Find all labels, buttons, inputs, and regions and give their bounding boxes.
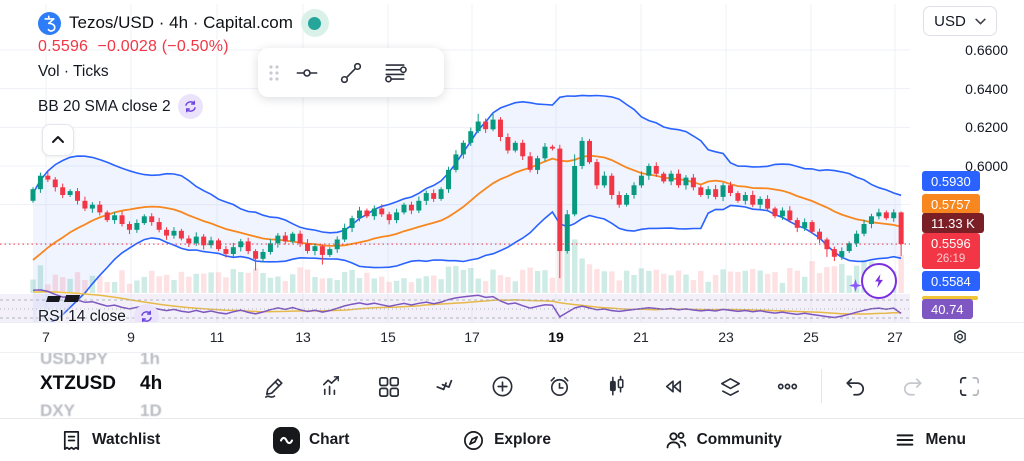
price-pill: 11.33 K [922,213,984,233]
nav-label: Chart [308,431,350,448]
chart-icon [272,426,300,454]
price-pill: 0.5596 26:19 [922,233,980,269]
nav-label: Menu [925,431,966,448]
rsi-reload-icon[interactable] [133,304,159,322]
bottom-sheet: USDJPY 1h XTZUSD 4h DXY 1D [0,352,1024,419]
bb-indicator-label[interactable]: BB 20 SMA close 2 [38,97,171,115]
redo-button[interactable] [884,363,941,409]
rsi-indicator-label[interactable]: RSI 14 close [38,307,126,323]
time-axis-label: 17 [464,329,480,345]
picker-row-xtzusd[interactable]: XTZUSD 4h [40,373,163,394]
bottom-navigation: Watchlist Chart Explore Community Menu [0,418,1024,461]
drawing-toolbar [258,48,444,97]
explore-compass-icon [464,430,484,450]
watchlist-icon [63,430,80,450]
compare-button[interactable] [417,363,474,409]
nav-menu[interactable]: Menu [894,429,966,451]
time-axis[interactable]: 7 9 11 13 15 17 19 21 23 25 27 [0,322,1024,353]
time-axis-label: 15 [380,329,396,345]
time-axis-label: 27 [887,329,903,345]
currency-selector[interactable]: USD [923,6,997,36]
quick-trade-button[interactable] [861,263,897,299]
chart-type-button[interactable] [588,363,645,409]
price-pill: 0.5930 [922,171,980,191]
rsi-indicator-row[interactable]: RSI 14 close [38,304,159,322]
add-button[interactable] [474,363,531,409]
chart-region: Tezos/USD · 4h · Capital.com 0.5596 −0.0… [0,0,1024,322]
widgets-grid-button[interactable] [360,363,417,409]
fib-retracement-tool-icon[interactable] [376,54,414,92]
fullscreen-button[interactable] [941,363,998,409]
price-axis[interactable]: 0.6600 0.6400 0.6200 0.6000 [912,0,1024,322]
draw-tool-button[interactable] [246,363,303,409]
rsi-ma-value-tick [922,296,978,300]
time-axis-label: 7 [42,329,50,345]
drag-handle[interactable] [266,60,282,86]
lightning-bolt-icon [875,274,883,288]
symbol-title[interactable]: Tezos/USD · 4h · Capital.com [69,13,293,32]
nav-label: Explore [494,431,551,448]
price-scale-label: 0.6400 [965,81,1008,97]
market-status-icon [300,9,329,37]
time-axis-label: 23 [718,329,734,345]
price-scale-label: 0.6000 [965,158,1008,174]
replay-button[interactable] [645,363,702,409]
symbol-header[interactable]: Tezos/USD · 4h · Capital.com [38,9,329,37]
time-axis-label: 25 [803,329,819,345]
collapse-panel-button[interactable] [42,124,74,156]
time-axis-label: 9 [127,329,135,345]
picker-row-usdjpy[interactable]: USDJPY 1h [40,352,160,368]
toolbar-divider [821,369,822,403]
bb-indicator-row[interactable]: BB 20 SMA close 2 [38,94,203,119]
time-axis-label: 19 [548,329,564,345]
price-pill: 40.74 [922,299,973,319]
menu-hamburger-icon [897,434,914,446]
price-scale-label: 0.6600 [965,42,1008,58]
layers-button[interactable] [702,363,759,409]
picker-row-dxy[interactable]: DXY 1D [40,401,162,419]
undo-button[interactable] [827,363,884,409]
alert-button[interactable] [531,363,588,409]
price-change-row: 0.5596 −0.0028 (−0.50%) [38,38,229,56]
nav-explore[interactable]: Explore [462,429,551,452]
trend-line-tool-icon[interactable] [332,54,370,92]
more-options-button[interactable] [759,363,816,409]
unidentified-mark [46,296,61,302]
price-pill: 0.5757 [922,194,980,214]
nav-label: Community [696,431,782,448]
nav-watchlist[interactable]: Watchlist [60,429,160,452]
horizontal-line-tool-icon[interactable] [288,54,326,92]
price-scale-label: 0.6200 [965,119,1008,135]
indicators-button[interactable] [303,363,360,409]
chevron-down-icon [975,18,986,25]
axis-settings-gear-icon[interactable] [948,326,972,350]
chart-toolbar [246,353,998,419]
volume-indicator-label[interactable]: Vol · Ticks [38,63,109,80]
currency-value: USD [934,12,966,30]
chevron-up-icon [52,136,64,143]
tezos-logo-icon [38,11,61,35]
community-people-icon [666,432,686,449]
time-axis-label: 13 [295,329,311,345]
nav-community[interactable]: Community [664,428,782,452]
last-price: 0.5596 [38,38,89,55]
unidentified-mark [63,295,81,302]
sparkle-icon [849,279,862,292]
time-axis-label: 21 [633,329,649,345]
price-change: −0.0028 (−0.50%) [97,38,229,55]
nav-label: Watchlist [92,431,161,448]
time-axis-label: 11 [209,329,225,345]
price-pill: 0.5584 [922,271,980,291]
nav-chart[interactable]: Chart [272,426,350,454]
bb-reload-icon[interactable] [177,94,203,119]
